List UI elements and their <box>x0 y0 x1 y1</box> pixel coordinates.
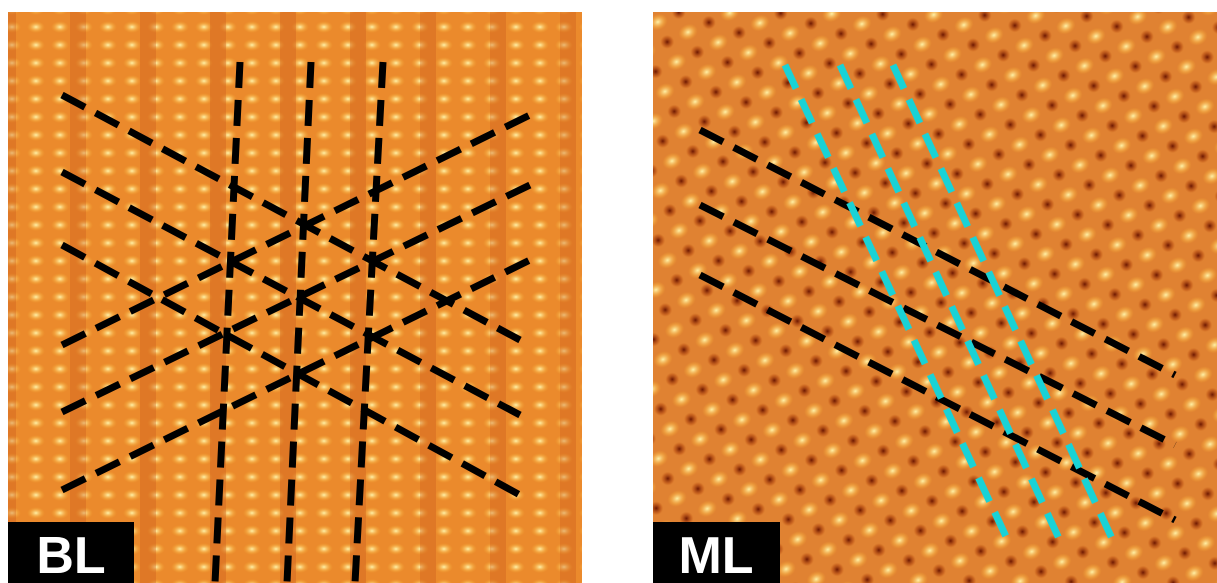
panel-bl: BL <box>8 12 582 583</box>
figure: BL ML <box>0 0 1217 583</box>
panel-label: BL <box>36 527 105 583</box>
stm-texture <box>8 12 582 583</box>
panel-ml: ML <box>653 12 1217 583</box>
panel-label: ML <box>678 527 753 583</box>
